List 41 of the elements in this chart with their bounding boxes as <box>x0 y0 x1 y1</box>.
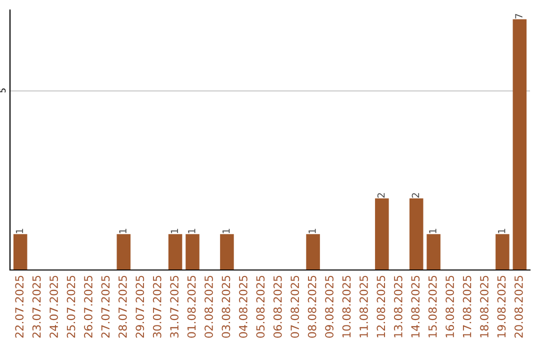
x-tick-label: 17.08.2025 <box>462 276 472 338</box>
x-tick-label: 28.07.2025 <box>118 276 127 338</box>
x-tick-label: 07.08.2025 <box>290 276 300 338</box>
x-tick-label: 19.08.2025 <box>497 276 506 338</box>
x-tick-label: 22.07.2025 <box>15 276 24 338</box>
x-tick-label: 04.08.2025 <box>238 276 248 338</box>
x-tick-label: 20.08.2025 <box>514 276 523 338</box>
x-tick-label: 30.07.2025 <box>152 276 162 338</box>
data-label: 7 <box>515 14 522 19</box>
data-label: 1 <box>498 228 506 234</box>
data-label: 2 <box>377 193 385 198</box>
x-tick-label: 18.08.2025 <box>480 276 488 338</box>
x-tick-label: 09.08.2025 <box>325 276 334 338</box>
data-label: 1 <box>429 228 436 234</box>
data-label: 1 <box>170 228 178 234</box>
data-label: 1 <box>119 228 126 234</box>
x-tick-label: 31.07.2025 <box>170 276 179 338</box>
x-tick-label: 01.08.2025 <box>187 276 196 338</box>
x-tick-label: 06.08.2025 <box>273 276 282 338</box>
data-label: 2 <box>412 193 420 198</box>
x-tick-label: 24.07.2025 <box>50 276 58 338</box>
x-tick-label: 16.08.2025 <box>446 276 454 338</box>
x-tick-label: 11.08.2025 <box>360 276 368 338</box>
x-tick-label: 29.07.2025 <box>136 276 144 338</box>
x-tick-label: 13.08.2025 <box>394 276 402 338</box>
x-tick-label: 08.08.2025 <box>308 276 316 338</box>
x-tick-label: 25.07.2025 <box>66 276 76 338</box>
x-tick-label: 23.07.2025 <box>32 276 41 338</box>
x-tick-label: 15.08.2025 <box>428 276 437 338</box>
x-tick-label: 27.07.2025 <box>101 276 110 338</box>
x-tick-label: 05.08.2025 <box>256 276 265 338</box>
x-tick-label: 26.07.2025 <box>84 276 92 338</box>
data-label: 1 <box>308 228 316 234</box>
x-tick-label: 12.08.2025 <box>376 276 386 338</box>
data-label: 1 <box>188 228 196 234</box>
data-label: 1 <box>222 228 230 234</box>
x-tick-label: 10.08.2025 <box>342 276 351 338</box>
x-tick-label: 14.08.2025 <box>411 276 420 338</box>
x-tick-label: 02.08.2025 <box>204 276 213 338</box>
data-label: 1 <box>16 228 24 234</box>
x-tick-label: 03.08.2025 <box>222 276 230 338</box>
